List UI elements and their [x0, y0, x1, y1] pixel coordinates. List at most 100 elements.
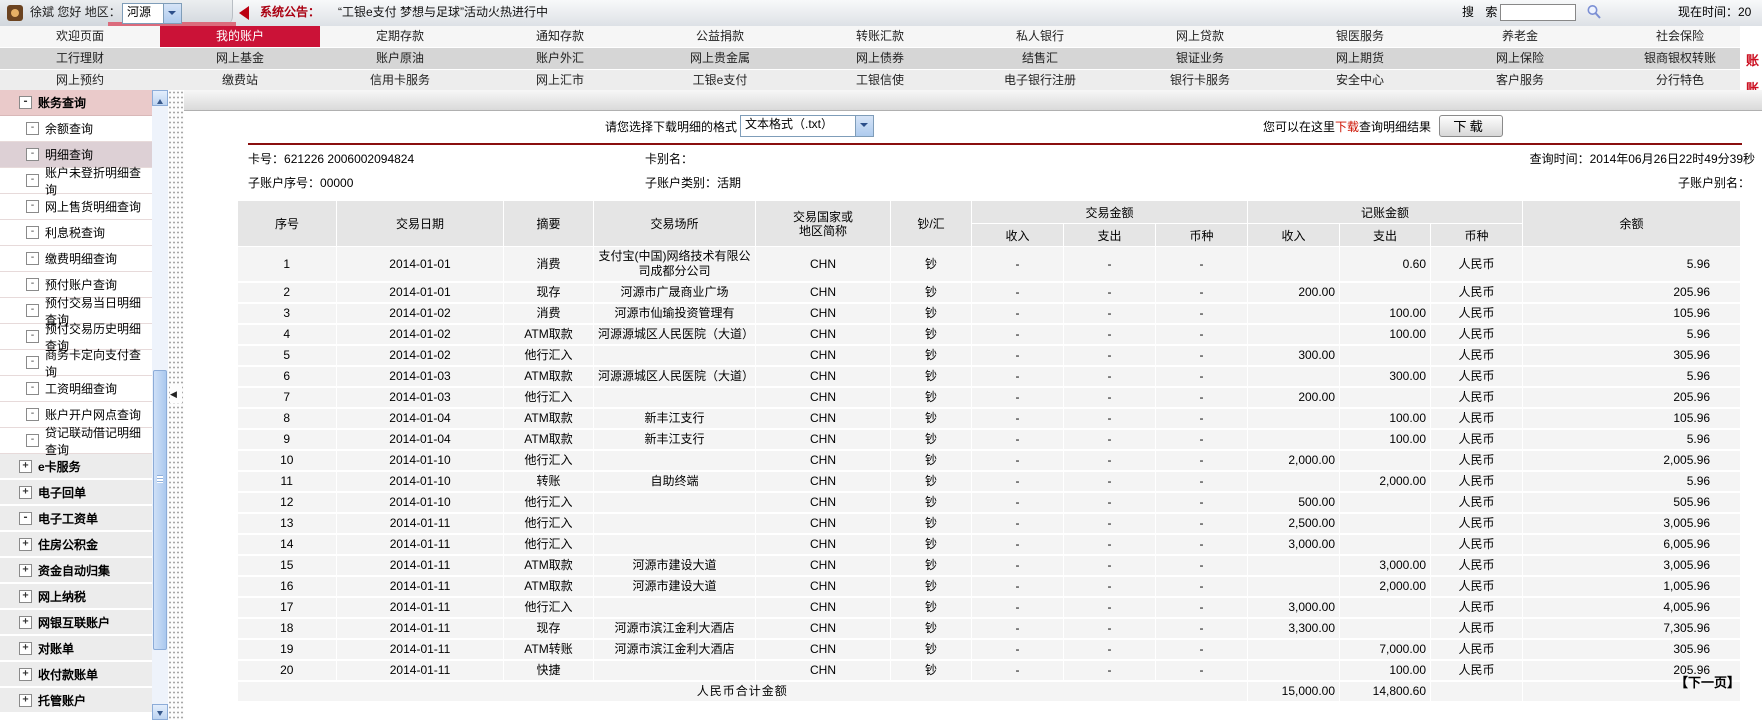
announcement-text[interactable]: “工银e支付 梦想与足球”活动火热进行中 — [338, 5, 549, 19]
table-row[interactable]: 13 2014-01-11 他行汇入 CHN 钞 - - - 2,500.00 … — [237, 513, 1742, 535]
expand-toggle-icon[interactable]: - — [26, 200, 39, 213]
sidebar-item[interactable]: + 网银互联账户 — [0, 610, 152, 636]
download-format-select[interactable]: 文本格式（.txt） — [740, 115, 875, 137]
table-row[interactable]: 15 2014-01-11 ATM取款 河源市建设大道 CHN 钞 - - - … — [237, 555, 1742, 577]
expand-toggle-icon[interactable]: + — [19, 615, 32, 629]
nav-item[interactable]: 分行特色 — [1655, 73, 1704, 87]
table-row[interactable]: 7 2014-01-03 他行汇入 CHN 钞 - - - 200.00 人民币… — [237, 387, 1742, 409]
nav-item[interactable]: 信用卡服务 — [369, 73, 430, 87]
nav-item[interactable]: 社会保险 — [1655, 29, 1704, 43]
nav-item[interactable]: 网上债券 — [855, 51, 904, 65]
sidebar-item[interactable]: - 贷记联动借记明细查询 — [0, 426, 152, 457]
nav-item[interactable]: 安全中心 — [1335, 73, 1384, 87]
table-row[interactable]: 2 2014-01-01 现存 河源市广晟商业广场 CHN 钞 - - - 20… — [237, 282, 1742, 304]
table-row[interactable]: 16 2014-01-11 ATM取款 河源市建设大道 CHN 钞 - - - … — [237, 576, 1742, 598]
table-row[interactable]: 17 2014-01-11 他行汇入 CHN 钞 - - - 3,000.00 … — [237, 597, 1742, 619]
expand-toggle-icon[interactable]: - — [26, 122, 39, 135]
table-row[interactable]: 8 2014-01-04 ATM取款 新丰江支行 CHN 钞 - - - 100… — [237, 408, 1742, 430]
expand-toggle-icon[interactable]: + — [19, 537, 32, 551]
nav-item[interactable]: 养老金 — [1501, 29, 1538, 43]
nav-item[interactable]: 银商银权转账 — [1643, 51, 1716, 65]
sidebar-item[interactable]: - 网上售货明细查询 — [0, 194, 152, 220]
expand-toggle-icon[interactable]: - — [26, 304, 39, 317]
region-select[interactable]: 河源 — [122, 3, 182, 24]
download-button[interactable]: 下载 — [1439, 115, 1504, 137]
sidebar-item[interactable]: - 电子工资单 — [0, 506, 152, 532]
table-row[interactable]: 5 2014-01-02 他行汇入 CHN 钞 - - - 300.00 人民币… — [237, 345, 1742, 367]
table-row[interactable]: 9 2014-01-04 ATM取款 新丰江支行 CHN 钞 - - - 100… — [237, 429, 1742, 451]
nav-item[interactable]: 通知存款 — [535, 29, 584, 43]
table-row[interactable]: 20 2014-01-11 快捷 CHN 钞 - - - 100.00 人民币 … — [237, 660, 1742, 682]
sidebar-item[interactable]: - 余额查询 — [0, 116, 152, 142]
expand-toggle-icon[interactable]: + — [19, 563, 32, 577]
nav-item[interactable]: 网上预约 — [55, 73, 104, 87]
expand-toggle-icon[interactable]: - — [26, 252, 39, 265]
scroll-down-button[interactable] — [152, 704, 168, 720]
sidebar-item[interactable]: - 预付交易历史明细查询 — [0, 322, 152, 353]
expand-toggle-icon[interactable]: - — [26, 382, 39, 395]
nav-item[interactable]: 网上汇市 — [535, 73, 584, 87]
nav-item[interactable]: 网上期货 — [1335, 51, 1384, 65]
expand-toggle-icon[interactable]: - — [26, 330, 39, 343]
expand-toggle-icon[interactable]: - — [26, 408, 39, 421]
table-row[interactable]: 14 2014-01-11 他行汇入 CHN 钞 - - - 3,000.00 … — [237, 534, 1742, 556]
sidebar-item[interactable]: - 明细查询 — [0, 142, 152, 168]
nav-item[interactable]: 定期存款 — [375, 29, 424, 43]
nav-item[interactable]: 银证业务 — [1175, 51, 1224, 65]
expand-toggle-icon[interactable]: - — [19, 511, 32, 525]
nav-item[interactable]: 账户原油 — [375, 51, 424, 65]
nav-item[interactable]: 公益捐款 — [695, 29, 744, 43]
table-row[interactable]: 4 2014-01-02 ATM取款 河源源城区人民医院（大道） CHN 钞 -… — [237, 324, 1742, 346]
nav-item[interactable]: 账户外汇 — [535, 51, 584, 65]
sidebar-item[interactable]: - 工资明细查询 — [0, 376, 152, 402]
nav-item[interactable]: 网上基金 — [215, 51, 264, 65]
nav-item[interactable]: 银医服务 — [1335, 29, 1384, 43]
sidebar-item[interactable]: - 账户未登折明细查询 — [0, 166, 152, 197]
download-hint-link[interactable]: 下载 — [1335, 119, 1360, 134]
expand-toggle-icon[interactable]: - — [26, 226, 39, 239]
table-row[interactable]: 18 2014-01-11 现存 河源市滨江金利大酒店 CHN 钞 - - - … — [237, 618, 1742, 640]
table-row[interactable]: 11 2014-01-10 转账 自助终端 CHN 钞 - - - 2,000.… — [237, 471, 1742, 493]
nav-item[interactable]: 工银e支付 — [692, 73, 748, 87]
nav-item[interactable]: 工银信使 — [855, 73, 904, 87]
next-page-link[interactable]: 【下一页】 — [1674, 675, 1740, 690]
nav-item[interactable]: 客户服务 — [1495, 73, 1544, 87]
nav-item[interactable]: 我的账户 — [160, 26, 320, 47]
sidebar-item[interactable]: + e卡服务 — [0, 454, 152, 480]
scroll-up-button[interactable] — [152, 90, 168, 106]
sidebar-item[interactable]: + 网上纳税 — [0, 584, 152, 610]
search-icon[interactable] — [1586, 4, 1602, 20]
expand-toggle-icon[interactable]: - — [26, 434, 39, 447]
table-row[interactable]: 10 2014-01-10 他行汇入 CHN 钞 - - - 2,000.00 … — [237, 450, 1742, 472]
table-row[interactable]: 19 2014-01-11 ATM转账 河源市滨江金利大酒店 CHN 钞 - -… — [237, 639, 1742, 661]
nav-item[interactable]: 网上保险 — [1495, 51, 1544, 65]
panel-splitter[interactable]: ◀ — [168, 90, 185, 720]
sidebar-item[interactable]: + 资金自动归集 — [0, 558, 152, 584]
sidebar-item[interactable]: + 电子回单 — [0, 480, 152, 506]
nav-item[interactable]: 银行卡服务 — [1169, 73, 1230, 87]
chevron-down-icon[interactable] — [855, 116, 874, 136]
sidebar-item[interactable]: - 账户开户网点查询 — [0, 402, 152, 428]
search-input[interactable] — [1500, 4, 1576, 21]
expand-toggle-icon[interactable]: + — [19, 459, 32, 473]
expand-toggle-icon[interactable]: + — [19, 693, 32, 707]
sidebar-item[interactable]: - 利息税查询 — [0, 220, 152, 246]
nav-item[interactable]: 工行理财 — [55, 51, 104, 65]
expand-toggle-icon[interactable]: + — [19, 589, 32, 603]
table-row[interactable]: 12 2014-01-10 他行汇入 CHN 钞 - - - 500.00 人民… — [237, 492, 1742, 514]
expand-toggle-icon[interactable]: - — [26, 356, 39, 369]
expand-toggle-icon[interactable]: - — [26, 278, 39, 291]
sidebar-item[interactable]: - 账务查询 — [0, 90, 152, 116]
table-row[interactable]: 3 2014-01-02 消费 河源市仙瑜投资管理有 CHN 钞 - - - 1… — [237, 303, 1742, 325]
collapse-arrow-icon[interactable]: ◀ — [170, 385, 182, 403]
sidebar-item[interactable]: - 预付交易当日明细查询 — [0, 296, 152, 327]
expand-toggle-icon[interactable]: - — [26, 148, 39, 161]
expand-toggle-icon[interactable]: - — [19, 96, 32, 109]
nav-item[interactable]: 私人银行 — [1015, 29, 1064, 43]
sidebar-item[interactable]: + 收付款账单 — [0, 662, 152, 688]
expand-toggle-icon[interactable]: + — [19, 667, 32, 681]
nav-item[interactable]: 电子银行注册 — [1003, 73, 1076, 87]
nav-item[interactable]: 转账汇款 — [855, 29, 904, 43]
expand-toggle-icon[interactable]: + — [19, 485, 32, 499]
nav-item[interactable]: 缴费站 — [221, 73, 258, 87]
